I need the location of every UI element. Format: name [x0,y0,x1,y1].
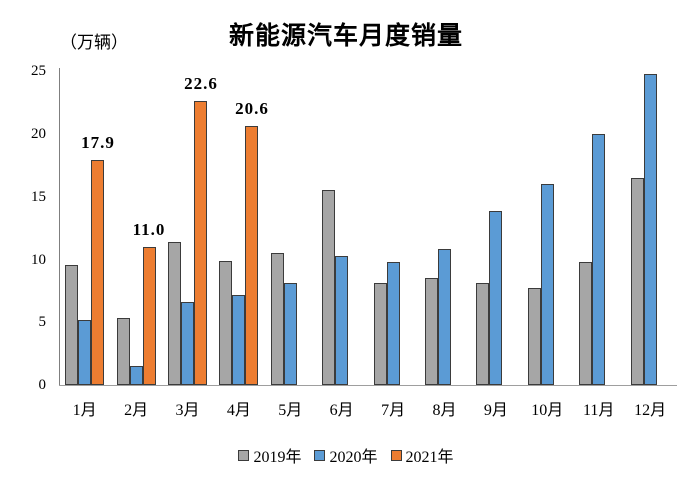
bar-2021年-3月 [194,101,207,385]
legend-label-2019: 2019年 [253,449,302,466]
x-axis-month-label: 9月 [483,402,508,419]
bar-2021年-4月 [245,126,258,385]
chart-legend: 2019年 2020年 2021年 [0,443,692,467]
x-axis-month-label: 1月 [72,402,97,419]
bar-2019年-4月 [219,261,232,385]
bar-2020年-7月 [387,262,400,385]
y-axis-tick-label: 0 [38,377,47,393]
chart-title: 新能源汽车月度销量 [228,23,463,50]
bar-2020年-11月 [592,134,605,385]
x-axis-month-label: 8月 [432,402,457,419]
bar-2019年-10月 [528,288,541,385]
bar-2019年-9月 [476,283,489,385]
bar-2020年-6月 [335,256,348,385]
y-axis-tick-label: 15 [31,188,46,205]
legend-label-2021: 2021年 [405,449,454,466]
y-axis-tick-label: 10 [31,251,46,268]
x-axis-month-label: 7月 [381,402,406,419]
bar-2020年-2月 [130,366,143,385]
bar-2019年-3月 [168,242,181,385]
bar-2020年-9月 [489,211,502,385]
legend-swatch-2020-icon [314,449,326,461]
bar-2020年-5月 [284,283,297,385]
legend-item-2021: 2021年 [390,443,454,467]
bar-2021年-1月 [91,160,104,385]
bar-2020年-8月 [438,249,451,385]
y-axis-tick-label: 25 [31,63,46,80]
legend-swatch-2021-icon [390,449,402,461]
y-axis-line [59,68,60,386]
x-axis-line [59,385,677,386]
bar-2019年-2月 [117,318,130,385]
bar-2019年-11月 [579,262,592,385]
data-label-1月: 17.9 [81,133,115,152]
legend-item-2019: 2019年 [238,443,301,467]
bar-2019年-6月 [322,190,335,385]
y-axis-tick-label: 5 [38,314,47,331]
bar-2020年-10月 [541,184,554,385]
bar-2019年-7月 [374,283,387,385]
bar-2019年-12月 [631,178,644,385]
data-label-3月: 22.6 [184,74,218,93]
bar-2020年-12月 [644,74,657,385]
x-axis-month-label: 10月 [531,402,564,419]
y-axis-unit-label: （万辆） [60,33,128,52]
x-axis-month-label: 3月 [175,402,200,419]
data-label-2月: 11.0 [132,220,166,239]
legend-item-2020: 2020年 [314,443,378,467]
bar-2019年-1月 [65,265,78,385]
bar-2020年-1月 [78,320,91,385]
bar-2019年-8月 [425,278,438,385]
bar-2020年-4月 [232,295,245,385]
bar-2021年-2月 [143,247,156,385]
x-axis-month-label: 5月 [278,402,303,419]
x-axis-month-label: 12月 [634,402,667,419]
bar-2020年-3月 [181,302,194,385]
x-axis-month-label: 2月 [124,402,149,419]
bar-2019年-5月 [271,253,284,385]
legend-label-2020: 2020年 [329,449,378,466]
x-axis-month-label: 11月 [582,402,615,419]
x-axis-month-label: 6月 [329,402,354,419]
data-label-4月: 20.6 [235,99,269,118]
y-axis-tick-label: 20 [31,126,46,142]
x-axis-month-label: 4月 [226,402,251,419]
legend-swatch-2019-icon [238,449,250,461]
